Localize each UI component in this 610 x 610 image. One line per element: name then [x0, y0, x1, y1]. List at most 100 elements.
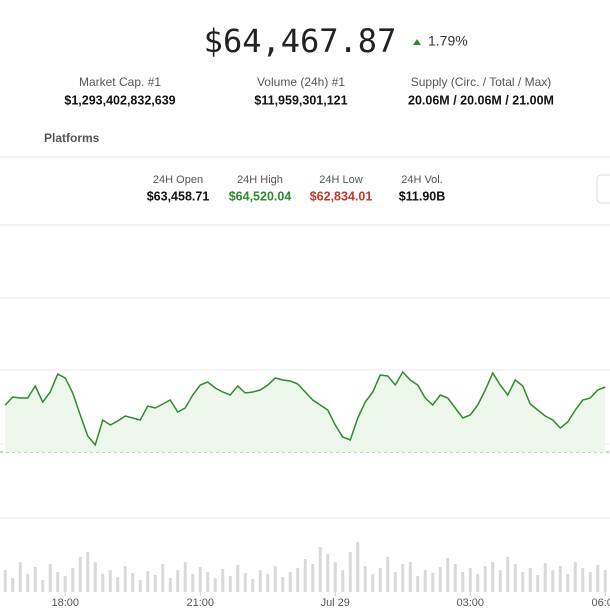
volume-bar — [176, 570, 180, 592]
volume-bar — [138, 580, 142, 592]
volume-bar — [236, 565, 240, 592]
volume-bar — [101, 574, 105, 592]
volume-bar — [588, 572, 592, 592]
volume-bar — [401, 564, 405, 592]
menu-button[interactable] — [596, 174, 610, 204]
volume-bar — [491, 562, 495, 592]
volume-bar — [386, 557, 390, 592]
volume-bar — [288, 572, 292, 592]
volume-bar — [498, 570, 502, 592]
volume-bar — [116, 577, 120, 592]
volume-bar — [311, 564, 315, 592]
volume-bar — [461, 572, 465, 592]
day-value: $63,458.71 — [147, 189, 210, 203]
volume-bar — [341, 570, 345, 592]
volume-bar — [266, 574, 270, 592]
area — [5, 372, 606, 452]
volume-bar — [378, 568, 382, 592]
volume-bar — [161, 564, 165, 592]
volume-bar — [416, 576, 420, 592]
volume-bar — [476, 574, 480, 592]
stat-label: Volume (24h) #1 — [257, 75, 345, 89]
volume-bar — [56, 572, 60, 592]
volume-bar — [558, 566, 562, 592]
volume-bar — [221, 569, 225, 592]
volume-bar — [296, 568, 300, 592]
volume-bar — [513, 564, 517, 592]
volume-bar — [183, 562, 187, 592]
volume-bar — [536, 575, 540, 592]
day-value: $62,834.01 — [310, 189, 373, 203]
volume-bar — [206, 572, 210, 592]
day-value: $64,520.04 — [229, 189, 292, 203]
x-tick-label: 03:00 — [456, 597, 484, 609]
volume-bar — [318, 547, 322, 592]
volume-bar — [551, 570, 555, 592]
volume-bar — [573, 562, 577, 592]
volume-bar — [26, 574, 30, 592]
volume-bar — [453, 564, 457, 592]
volume-bar — [506, 557, 510, 592]
volume-bar — [48, 564, 52, 592]
volume-bar — [483, 566, 487, 592]
change: 1.79% — [428, 33, 468, 49]
x-tick-label: 18:00 — [51, 597, 79, 609]
stat-value: $1,293,402,832,639 — [64, 93, 175, 107]
volume-bar — [468, 568, 472, 592]
volume-bar — [153, 575, 157, 592]
volume-bar — [146, 571, 150, 592]
platforms-tab[interactable]: Platforms — [44, 131, 100, 145]
x-tick-label: 06:00 — [591, 597, 610, 609]
volume-bar — [131, 573, 135, 592]
stat-value: $11,959,301,121 — [254, 93, 347, 107]
volume-bar — [213, 578, 217, 592]
price-line — [4, 370, 606, 447]
volume-bar — [11, 578, 15, 592]
volume-bar — [408, 562, 412, 592]
volume-bar — [63, 576, 67, 592]
x-tick-label: 21:00 — [186, 597, 214, 609]
volume-bar — [228, 576, 232, 592]
volume-bar — [371, 574, 375, 592]
volume-bar — [243, 573, 247, 592]
up-arrow — [413, 39, 421, 45]
stat-value: 20.06M / 20.06M / 21.00M — [408, 93, 554, 107]
volume-bar — [543, 563, 547, 592]
volume-bar — [168, 578, 172, 592]
volume-bar — [41, 580, 45, 592]
volume-bar — [123, 566, 127, 592]
volume-bar — [603, 570, 607, 592]
volume-bar — [438, 567, 442, 592]
volume-bar — [356, 542, 360, 592]
price: $64,467.87 — [204, 22, 397, 60]
volume-bar — [93, 562, 97, 592]
volume-bar — [326, 554, 330, 592]
day-value: $11.90B — [399, 189, 446, 203]
volume-bar — [251, 579, 255, 592]
volume-bar — [431, 573, 435, 592]
volume-bar — [191, 574, 195, 592]
volume-bar — [281, 577, 285, 592]
day-label: 24H Low — [319, 174, 362, 186]
volume-bar — [86, 552, 90, 592]
volume-bar — [393, 572, 397, 592]
volume-bar — [3, 570, 7, 592]
day-label: 24H Vol. — [401, 174, 443, 186]
volume-bar — [528, 568, 532, 592]
volume-bar — [71, 568, 75, 592]
volume-bar — [581, 568, 585, 592]
volume-bar — [303, 559, 307, 592]
volume-bar — [198, 567, 202, 592]
volume-bar — [566, 574, 570, 592]
volume-bar — [273, 566, 277, 592]
volume-bar — [33, 567, 37, 592]
volume-bar — [446, 558, 450, 592]
volume-bar — [258, 570, 262, 592]
day-label: 24H Open — [153, 174, 203, 186]
volume-bar — [348, 552, 352, 592]
stat-label: Market Cap. #1 — [79, 75, 161, 89]
volume-bar — [596, 565, 600, 592]
volume-bar — [78, 557, 82, 592]
